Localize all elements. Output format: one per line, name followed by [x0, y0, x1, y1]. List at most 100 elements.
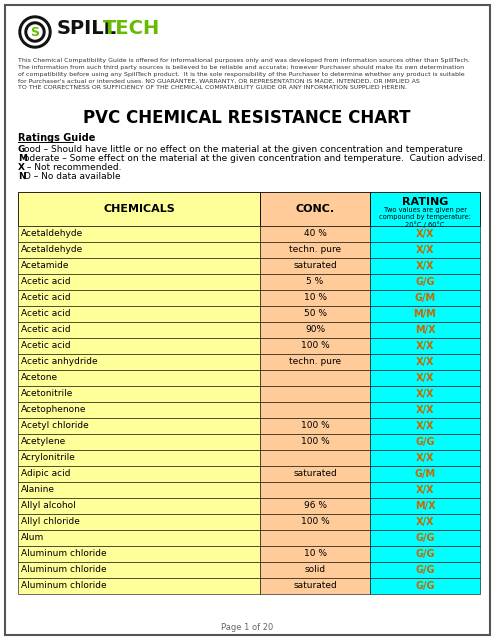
Text: Acrylonitrile: Acrylonitrile [21, 454, 76, 463]
Text: Acetamide: Acetamide [21, 262, 69, 271]
FancyBboxPatch shape [260, 434, 370, 450]
Circle shape [19, 16, 51, 48]
Text: 40 %: 40 % [303, 230, 326, 239]
Circle shape [22, 19, 48, 45]
Text: X/X: X/X [416, 517, 434, 527]
Text: Acetic acid: Acetic acid [21, 342, 71, 351]
FancyBboxPatch shape [18, 466, 260, 482]
Text: techn. pure: techn. pure [289, 358, 341, 367]
Text: Acetophenone: Acetophenone [21, 406, 87, 415]
Text: G/G: G/G [415, 277, 435, 287]
FancyBboxPatch shape [18, 258, 260, 274]
Text: G/G: G/G [415, 533, 435, 543]
FancyBboxPatch shape [18, 370, 260, 386]
FancyBboxPatch shape [18, 386, 260, 402]
Text: Adipic acid: Adipic acid [21, 470, 70, 479]
FancyBboxPatch shape [370, 418, 480, 434]
Text: CHEMICALS: CHEMICALS [103, 204, 175, 214]
FancyBboxPatch shape [370, 546, 480, 562]
FancyBboxPatch shape [260, 450, 370, 466]
Text: 100 %: 100 % [300, 342, 329, 351]
Text: M/M: M/M [414, 309, 437, 319]
FancyBboxPatch shape [370, 322, 480, 338]
FancyBboxPatch shape [18, 418, 260, 434]
FancyBboxPatch shape [370, 434, 480, 450]
Text: X: X [18, 163, 25, 172]
Text: X/X: X/X [416, 453, 434, 463]
Text: M: M [18, 154, 27, 163]
FancyBboxPatch shape [260, 306, 370, 322]
FancyBboxPatch shape [260, 386, 370, 402]
Text: G/G: G/G [415, 549, 435, 559]
FancyBboxPatch shape [18, 450, 260, 466]
FancyBboxPatch shape [18, 498, 260, 514]
FancyBboxPatch shape [370, 290, 480, 306]
Text: Acetic acid: Acetic acid [21, 278, 71, 287]
Text: Acetic acid: Acetic acid [21, 310, 71, 319]
Text: X/X: X/X [416, 485, 434, 495]
Text: techn. pure: techn. pure [289, 246, 341, 255]
Text: Acetic anhydride: Acetic anhydride [21, 358, 98, 367]
FancyBboxPatch shape [260, 402, 370, 418]
FancyBboxPatch shape [370, 338, 480, 354]
FancyBboxPatch shape [370, 242, 480, 258]
Circle shape [25, 22, 45, 42]
Text: Aluminum chloride: Aluminum chloride [21, 550, 106, 559]
Text: 96 %: 96 % [303, 502, 327, 511]
FancyBboxPatch shape [260, 562, 370, 578]
FancyBboxPatch shape [18, 562, 260, 578]
Text: Acetaldehyde: Acetaldehyde [21, 246, 83, 255]
Text: 50 %: 50 % [303, 310, 327, 319]
Text: saturated: saturated [293, 262, 337, 271]
Text: oderate – Some effect on the material at the given concentration and temperature: oderate – Some effect on the material at… [24, 154, 486, 163]
FancyBboxPatch shape [18, 226, 260, 242]
Text: X/X: X/X [416, 261, 434, 271]
FancyBboxPatch shape [370, 354, 480, 370]
FancyBboxPatch shape [18, 514, 260, 530]
FancyBboxPatch shape [18, 482, 260, 498]
Text: of compatibility before using any SpillTech product.  It is the sole responsibil: of compatibility before using any SpillT… [18, 72, 465, 77]
FancyBboxPatch shape [260, 242, 370, 258]
Text: G/M: G/M [414, 293, 436, 303]
FancyBboxPatch shape [370, 226, 480, 242]
FancyBboxPatch shape [260, 322, 370, 338]
FancyBboxPatch shape [18, 402, 260, 418]
Text: X/X: X/X [416, 357, 434, 367]
Text: 5 %: 5 % [306, 278, 324, 287]
FancyBboxPatch shape [370, 578, 480, 594]
Text: Allyl alcohol: Allyl alcohol [21, 502, 76, 511]
FancyBboxPatch shape [5, 5, 490, 635]
Text: Acetone: Acetone [21, 374, 58, 383]
FancyBboxPatch shape [370, 274, 480, 290]
Text: Alum: Alum [21, 534, 44, 543]
Text: Two values are given per
compound by temperature:
20°C / 60°C: Two values are given per compound by tem… [379, 207, 471, 228]
Text: 10 %: 10 % [303, 550, 327, 559]
FancyBboxPatch shape [260, 290, 370, 306]
Text: Aluminum chloride: Aluminum chloride [21, 582, 106, 591]
Text: G/G: G/G [415, 581, 435, 591]
FancyBboxPatch shape [18, 242, 260, 258]
Text: Acetaldehyde: Acetaldehyde [21, 230, 83, 239]
FancyBboxPatch shape [260, 418, 370, 434]
FancyBboxPatch shape [18, 322, 260, 338]
FancyBboxPatch shape [370, 192, 480, 226]
Text: G/M: G/M [414, 469, 436, 479]
FancyBboxPatch shape [18, 192, 260, 226]
FancyBboxPatch shape [18, 434, 260, 450]
FancyBboxPatch shape [370, 562, 480, 578]
Text: ood – Should have little or no effect on the material at the given concentration: ood – Should have little or no effect on… [24, 145, 463, 154]
Text: PVC CHEMICAL RESISTANCE CHART: PVC CHEMICAL RESISTANCE CHART [83, 109, 411, 127]
Text: Ratings Guide: Ratings Guide [18, 133, 96, 143]
Text: RATING: RATING [402, 197, 448, 207]
Text: G/G: G/G [415, 437, 435, 447]
Text: – Not recommended.: – Not recommended. [24, 163, 121, 172]
Text: 90%: 90% [305, 326, 325, 335]
FancyBboxPatch shape [260, 274, 370, 290]
FancyBboxPatch shape [370, 530, 480, 546]
Text: Acetylene: Acetylene [21, 438, 66, 447]
FancyBboxPatch shape [370, 386, 480, 402]
Text: X/X: X/X [416, 373, 434, 383]
FancyBboxPatch shape [260, 514, 370, 530]
Text: M/X: M/X [415, 501, 435, 511]
Text: X/X: X/X [416, 245, 434, 255]
